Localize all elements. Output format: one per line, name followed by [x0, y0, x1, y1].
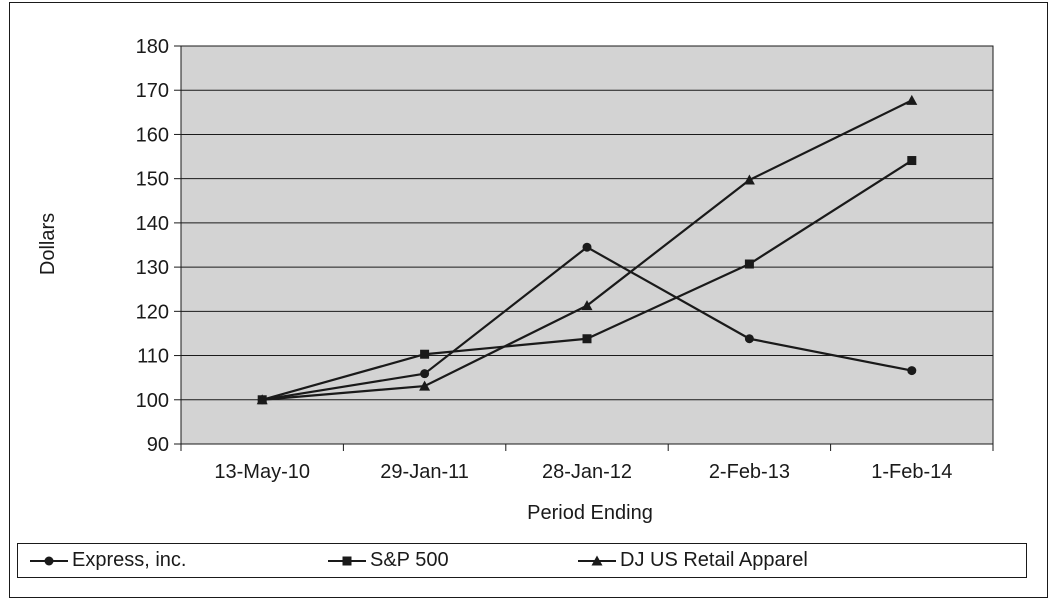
plot-area: [180, 45, 994, 445]
data-point: [907, 366, 917, 376]
chart-frame: [9, 2, 1048, 598]
y-tick-label: 100: [136, 390, 169, 412]
y-tick-label: 150: [136, 169, 169, 191]
data-point: [744, 259, 754, 269]
x-tick-label: 29-Jan-11: [380, 461, 469, 483]
y-tick-label: 180: [136, 36, 169, 58]
data-point: [743, 174, 755, 185]
series-group: [256, 94, 918, 405]
x-tick-label: 1-Feb-14: [871, 461, 952, 483]
y-tick-label: 90: [147, 434, 169, 456]
legend-square-icon: [328, 556, 366, 565]
data-point: [420, 349, 430, 359]
legend-circle-icon: [30, 556, 68, 565]
legend-item-sp500: S&P 500: [326, 544, 449, 577]
legend-item-dj-retail: DJ US Retail Apparel: [576, 544, 808, 577]
data-point: [907, 156, 917, 166]
data-point: [256, 394, 268, 405]
legend-item-express: Express, inc.: [28, 544, 186, 577]
legend: Express, inc. S&P 500 DJ US Retail Appar…: [17, 543, 1027, 578]
x-tick-label: 28-Jan-12: [542, 461, 632, 483]
y-tick-label: 170: [136, 80, 169, 102]
y-tick-label: 130: [136, 257, 169, 279]
legend-label: Express, inc.: [72, 549, 187, 571]
data-point: [906, 94, 918, 105]
data-point: [582, 334, 592, 344]
y-tick-label: 120: [136, 301, 169, 323]
legend-triangle-icon: [578, 555, 616, 565]
y-axis-label: Dollars: [37, 213, 59, 275]
data-point: [744, 334, 754, 344]
gridlines: [181, 89, 993, 401]
x-tick-label: 2-Feb-13: [709, 461, 790, 483]
x-tick-label: 13-May-10: [214, 461, 310, 483]
data-point: [582, 242, 592, 252]
legend-label: S&P 500: [370, 549, 449, 571]
legend-label: DJ US Retail Apparel: [620, 549, 808, 571]
x-axis-label: Period Ending: [527, 502, 653, 524]
y-axis: 90 100 110 120 130 140 150 160 170 180: [136, 36, 181, 456]
y-tick-label: 160: [136, 124, 169, 146]
y-tick-label: 110: [137, 346, 169, 368]
y-tick-label: 140: [136, 213, 169, 235]
x-axis: 13-May-10 29-Jan-11 28-Jan-12 2-Feb-13 1-Feb…: [180, 444, 994, 483]
data-point: [581, 300, 593, 311]
data-point: [420, 369, 430, 379]
data-point: [419, 380, 431, 391]
